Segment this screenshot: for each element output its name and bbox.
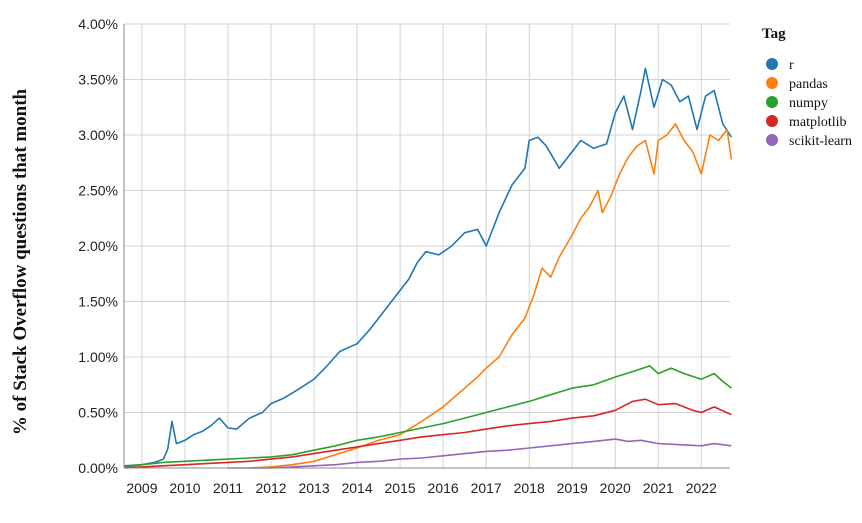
x-tick-label: 2021 — [643, 480, 674, 496]
y-tick-label: 4.00% — [78, 16, 118, 32]
series-line-scikit-learn — [228, 438, 732, 469]
legend-swatch-pandas — [766, 77, 778, 89]
series-line-matplotlib — [124, 398, 732, 469]
x-tick-label: 2009 — [126, 480, 157, 496]
y-tick-labels: 0.00% 0.50% 1.00% 1.50% 2.00% 2.50% 3.00% 3.50%… — [78, 16, 118, 476]
legend-swatch-matplotlib — [766, 115, 778, 127]
legend-swatch-numpy — [766, 96, 778, 108]
legend-swatch-scikit-learn — [766, 134, 778, 146]
x-tick-label: 2015 — [385, 480, 416, 496]
y-tick-label: 1.00% — [78, 349, 118, 365]
x-tick-label: 2012 — [255, 480, 286, 496]
series-lines — [124, 67, 733, 469]
legend: Tag r pandas numpy matplotlib scikit-learn — [762, 26, 852, 149]
x-tick-label: 2014 — [341, 480, 372, 496]
x-tick-label: 2011 — [213, 480, 243, 496]
x-tick-labels: 2009 2010 2011 2012 2013 2014 2015 2016 2017 2018… — [126, 480, 717, 496]
x-tick-label: 2013 — [298, 480, 329, 496]
y-tick-label: 0.50% — [78, 405, 118, 421]
axes — [123, 24, 730, 469]
x-tick-label: 2016 — [428, 480, 459, 496]
series-line-pandas — [249, 123, 733, 469]
legend-label-scikit-learn: scikit-learn — [789, 134, 852, 149]
y-tick-label: 1.50% — [78, 294, 118, 310]
y-tick-label: 2.00% — [78, 238, 118, 254]
legend-title: Tag — [762, 26, 786, 42]
x-tick-label: 2022 — [686, 480, 717, 496]
x-tick-label: 2018 — [514, 480, 545, 496]
y-tick-label: 0.00% — [78, 460, 118, 476]
y-tick-label: 3.00% — [78, 127, 118, 143]
y-tick-label: 2.50% — [78, 183, 118, 199]
legend-swatch-r — [766, 58, 778, 70]
legend-label-numpy: numpy — [789, 96, 828, 111]
x-tick-label: 2019 — [557, 480, 588, 496]
y-tick-label: 3.50% — [78, 72, 118, 88]
y-axis-label: % of Stack Overflow questions that month — [10, 88, 31, 435]
legend-label-matplotlib: matplotlib — [789, 115, 847, 130]
x-tick-label: 2010 — [169, 480, 200, 496]
x-tick-label: 2020 — [600, 480, 631, 496]
x-tick-label: 2017 — [471, 480, 502, 496]
legend-label-r: r — [789, 58, 794, 73]
grid-lines — [124, 23, 730, 469]
legend-label-pandas: pandas — [789, 77, 828, 92]
series-line-numpy — [124, 365, 732, 468]
series-line-r — [124, 67, 733, 467]
